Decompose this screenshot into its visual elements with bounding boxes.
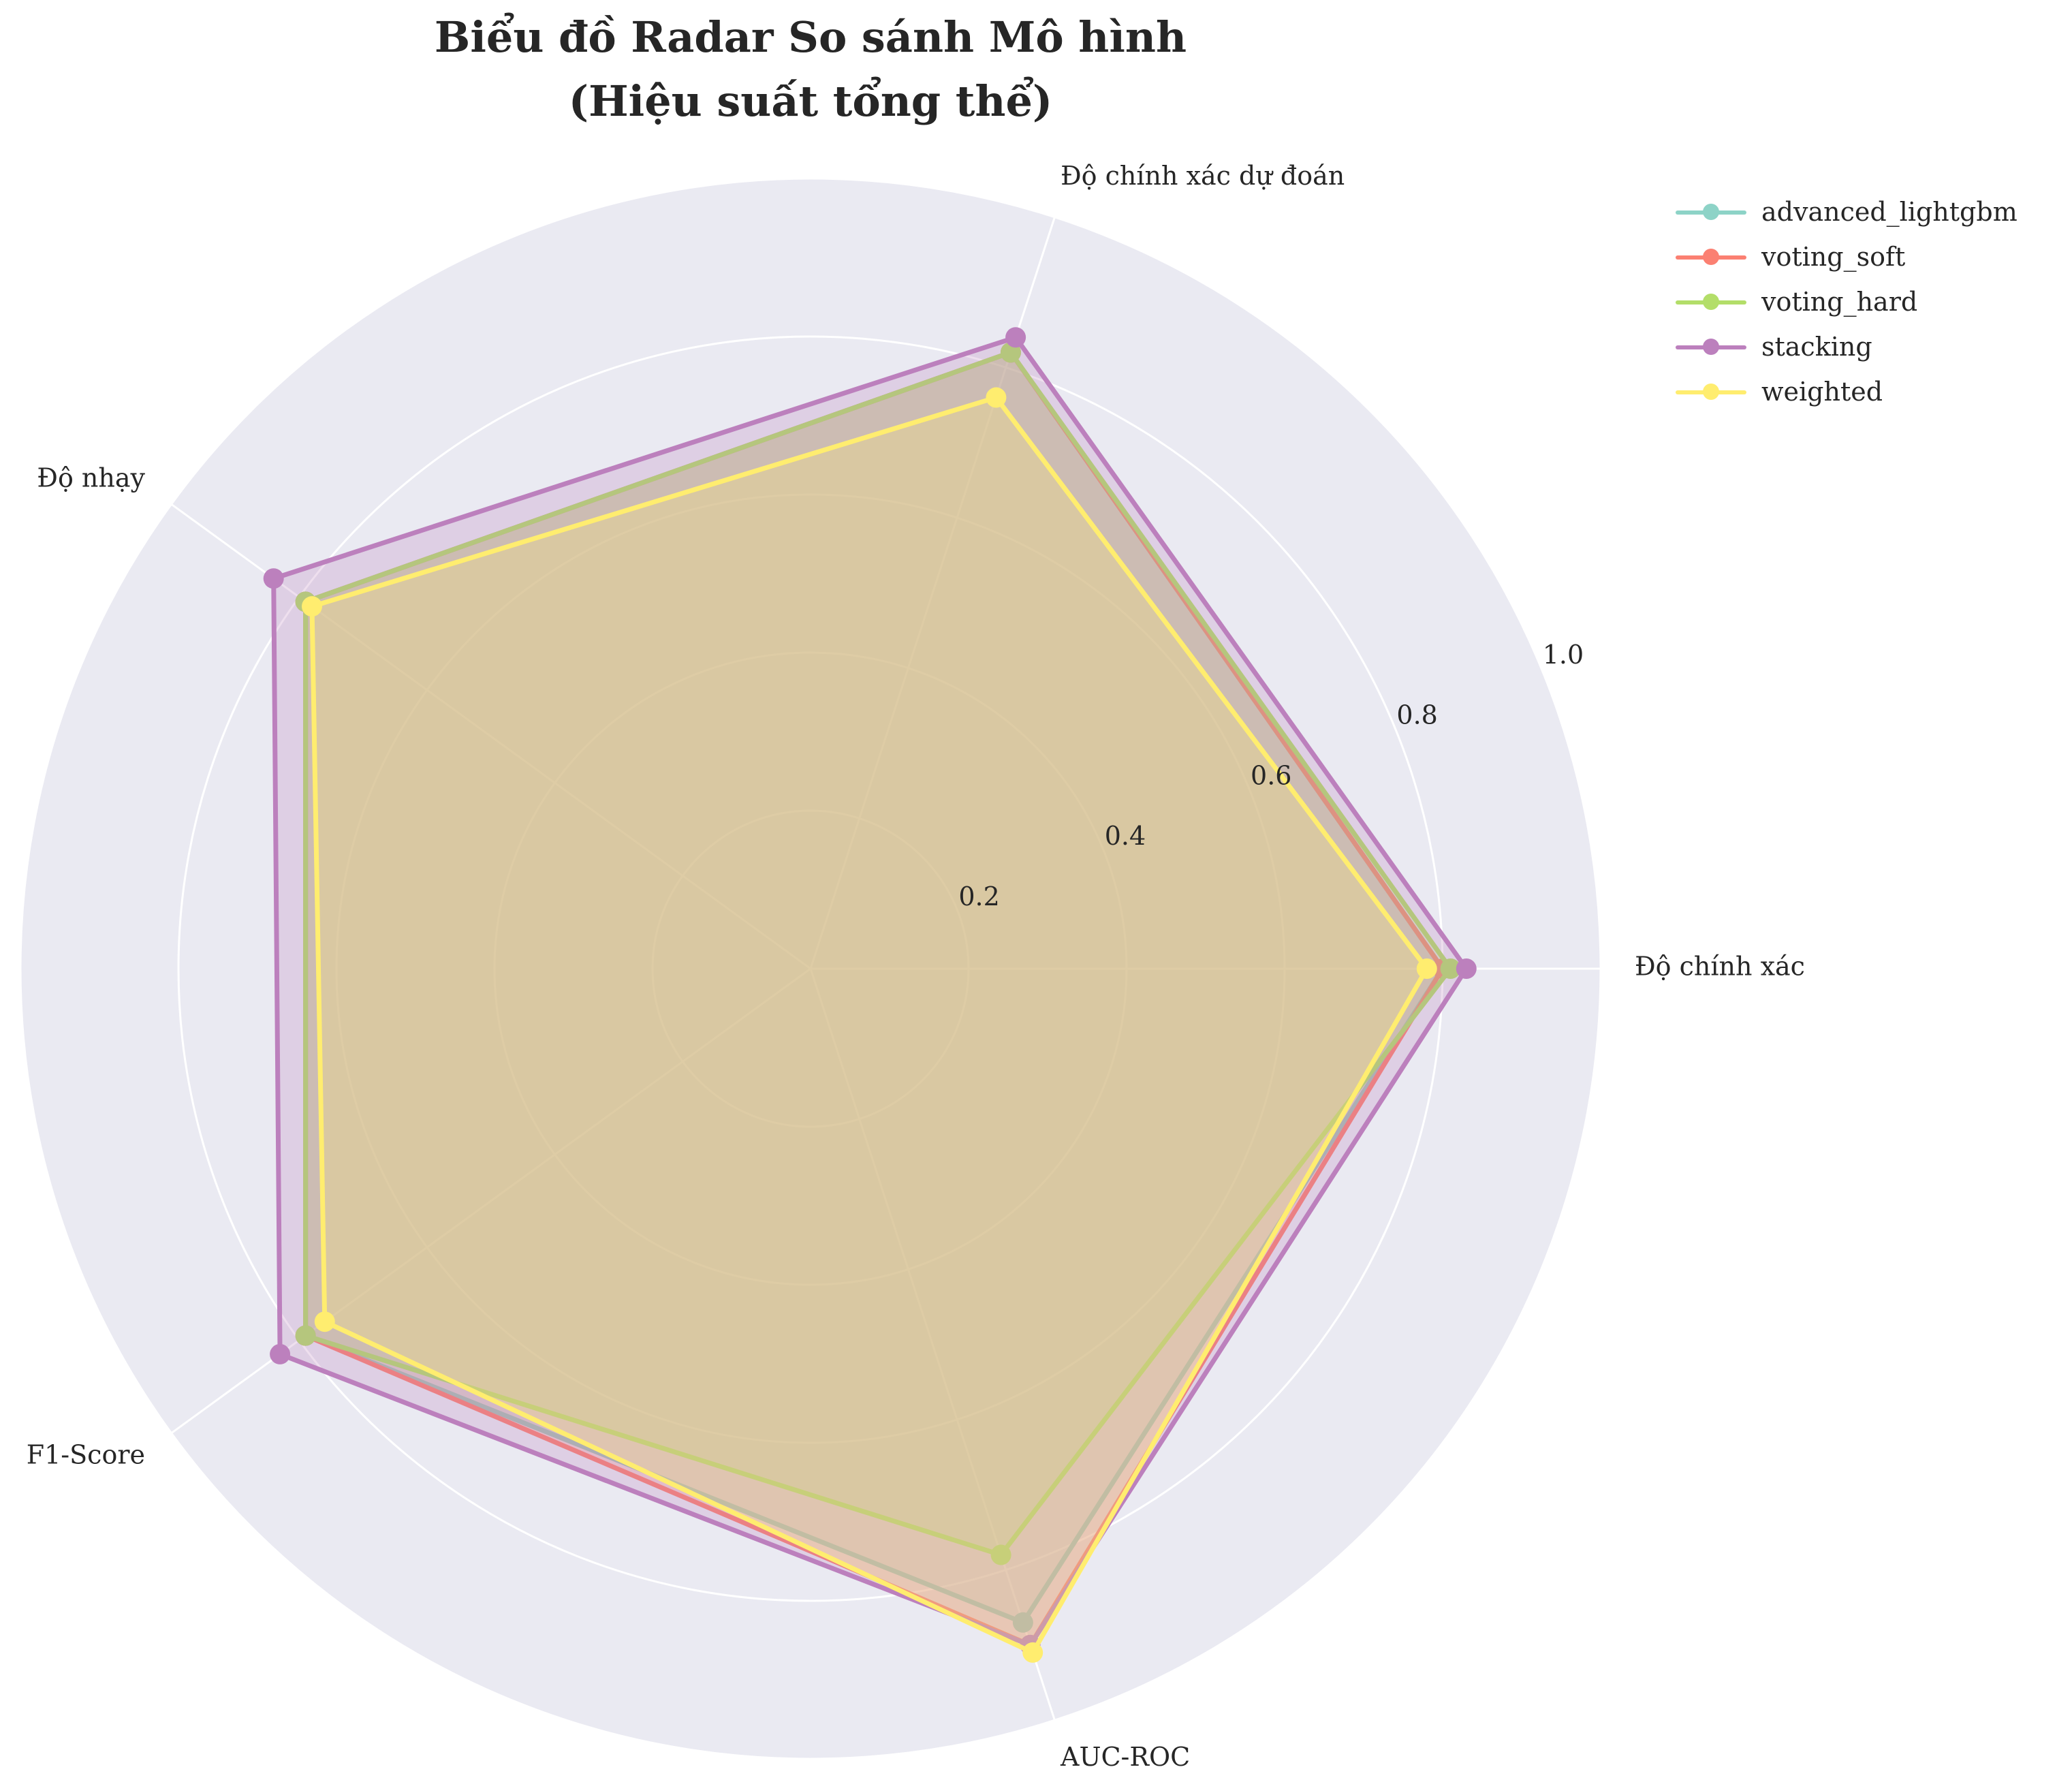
chart-title-line-1: Biểu đồ Radar So sánh Mô hình [434, 12, 1187, 62]
series-fill [273, 337, 1466, 1645]
legend-swatch [1676, 198, 1746, 225]
legend-item: voting_hard [1676, 279, 2018, 324]
data-point [302, 596, 323, 617]
data-point [1440, 958, 1461, 979]
series-fill [305, 352, 1443, 1645]
legend-label: stacking [1761, 332, 1872, 362]
legend-item: stacking [1676, 324, 2018, 369]
series-line [303, 349, 1454, 1558]
series-fill [305, 352, 1451, 1555]
radial-tick-label: 1.0 [1543, 640, 1584, 670]
legend-item: weighted [1676, 369, 2018, 414]
data-point [295, 1325, 316, 1346]
legend-item: advanced_lightgbm [1676, 189, 2018, 234]
legend-swatch [1676, 243, 1746, 270]
radial-tick-label: 0.6 [1251, 760, 1291, 790]
series-voting_hard [295, 342, 1461, 1565]
data-point [990, 1544, 1011, 1565]
data-point [314, 1311, 335, 1332]
axis-label: F1-Score [27, 1440, 145, 1470]
radial-tick-label: 0.2 [958, 881, 999, 911]
data-point [270, 1343, 291, 1364]
axis-label: Độ chính xác dự đoán [1061, 161, 1345, 191]
series-fill [312, 397, 1427, 1653]
axis-label: AUC-ROC [1060, 1742, 1190, 1772]
legend-label: advanced_lightgbm [1761, 197, 2018, 227]
series-fill [305, 352, 1443, 1623]
axis-label: Độ nhạy [37, 463, 145, 493]
data-point [986, 387, 1007, 408]
legend-label: voting_soft [1761, 242, 1906, 272]
data-point [1012, 1612, 1033, 1633]
series-weighted [302, 387, 1437, 1663]
legend-swatch [1676, 333, 1746, 360]
chart-title-line-2: (Hiệu suất tổng thể) [568, 76, 1053, 126]
radial-tick-label: 0.8 [1396, 700, 1437, 730]
axis-label: Độ chính xác [1635, 952, 1805, 982]
axis-labels: Độ chính xác Độ chính xác dự đoán Độ nhạy F… [27, 161, 1805, 1772]
data-point [263, 568, 284, 589]
legend: advanced_lightgbm voting_soft voting_har… [1676, 189, 2018, 414]
data-point [1456, 958, 1477, 979]
legend-swatch [1676, 288, 1746, 315]
legend-label: voting_hard [1761, 287, 1918, 317]
radial-tick-labels: 0.2 0.4 0.6 0.8 1.0 [958, 640, 1584, 911]
series-layer [263, 327, 1477, 1663]
legend-swatch [1676, 378, 1746, 405]
chart-title: Biểu đồ Radar So sánh Mô hình (Hiệu suất… [157, 5, 1464, 134]
series-line [309, 395, 1430, 1655]
grid-spoke [809, 968, 1056, 1721]
radial-grid [19, 177, 1602, 1760]
data-point [1416, 958, 1437, 979]
legend-label: weighted [1761, 377, 1883, 407]
radial-tick-label: 0.4 [1105, 821, 1146, 851]
data-point [1005, 327, 1026, 348]
data-point [1022, 1642, 1043, 1663]
legend-item: voting_soft [1676, 234, 2018, 279]
